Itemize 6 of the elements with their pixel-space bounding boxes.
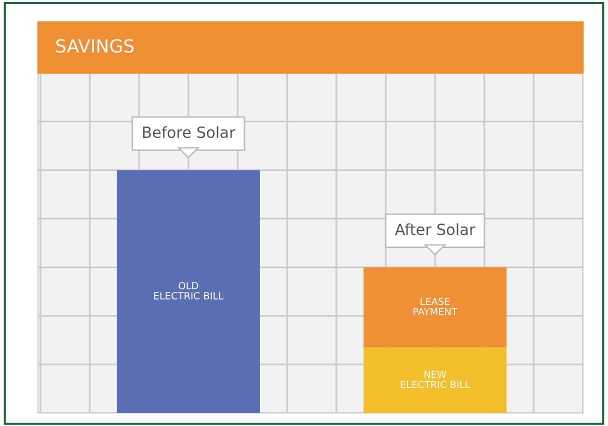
chart-title: SAVINGS <box>56 39 134 53</box>
x-tick-label: Before Solar <box>143 126 236 138</box>
series-label: LEASE PAYMENT <box>414 298 458 316</box>
x-tick-label: After Solar <box>394 223 476 236</box>
series-label: OLD ELECTRIC BILL <box>154 282 224 300</box>
series-label: NEW ELECTRIC BILL <box>400 370 470 388</box>
